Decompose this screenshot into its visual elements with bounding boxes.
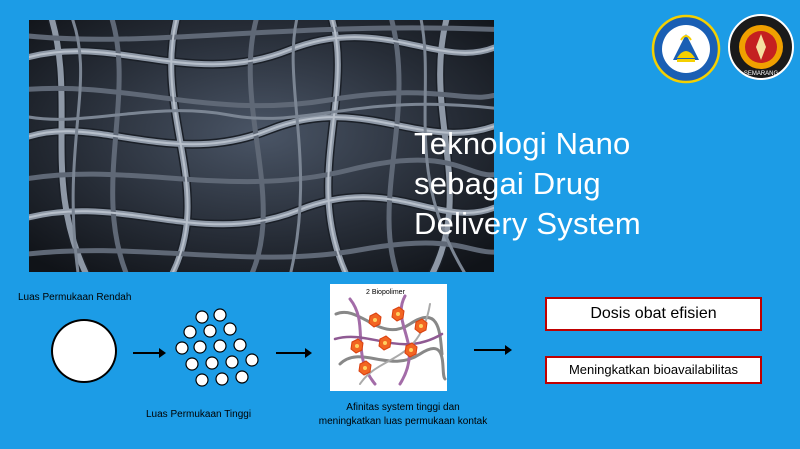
- low-surface-label: Luas Permukaan Rendah: [18, 292, 132, 303]
- outcome-box-bioavailability: Meningkatkan bioavailabilitas: [545, 356, 762, 384]
- nanoparticle-cluster: [175, 308, 259, 387]
- outcome-box-dose-efficient: Dosis obat efisien: [545, 297, 762, 331]
- affinity-label-line-1: Afinitas system tinggi dan: [346, 402, 460, 413]
- affinity-label-line-2: meningkatkan luas permukaan kontak: [318, 416, 488, 427]
- title-line-3: Delivery System: [414, 206, 641, 241]
- large-particle-circle: [51, 319, 117, 383]
- arrow-right-icon: [276, 348, 312, 358]
- arrow-right-icon: [133, 348, 166, 358]
- logo2-text: SEMARANG: [744, 71, 779, 77]
- title-line-2: sebagai Drug: [414, 166, 601, 201]
- arrow-right-icon: [474, 345, 512, 355]
- affinity-label: Afinitas system tinggi dan meningkatkan …: [288, 401, 518, 429]
- biopolymer-label: 2 Biopolimer: [366, 289, 406, 296]
- high-surface-label: Luas Permukaan Tinggi: [146, 409, 252, 420]
- nanofiber-mesh-image: [29, 20, 494, 272]
- biopolymer-diagram: 2 Biopolimer: [330, 284, 447, 391]
- title-line-1: Teknologi Nano: [414, 126, 631, 161]
- universitas-diponegoro-logo: SEMARANG: [728, 14, 794, 80]
- slide-title: Teknologi Nano sebagai Drug Delivery Sys…: [414, 124, 744, 244]
- tut-wuri-handayani-logo: [651, 14, 721, 84]
